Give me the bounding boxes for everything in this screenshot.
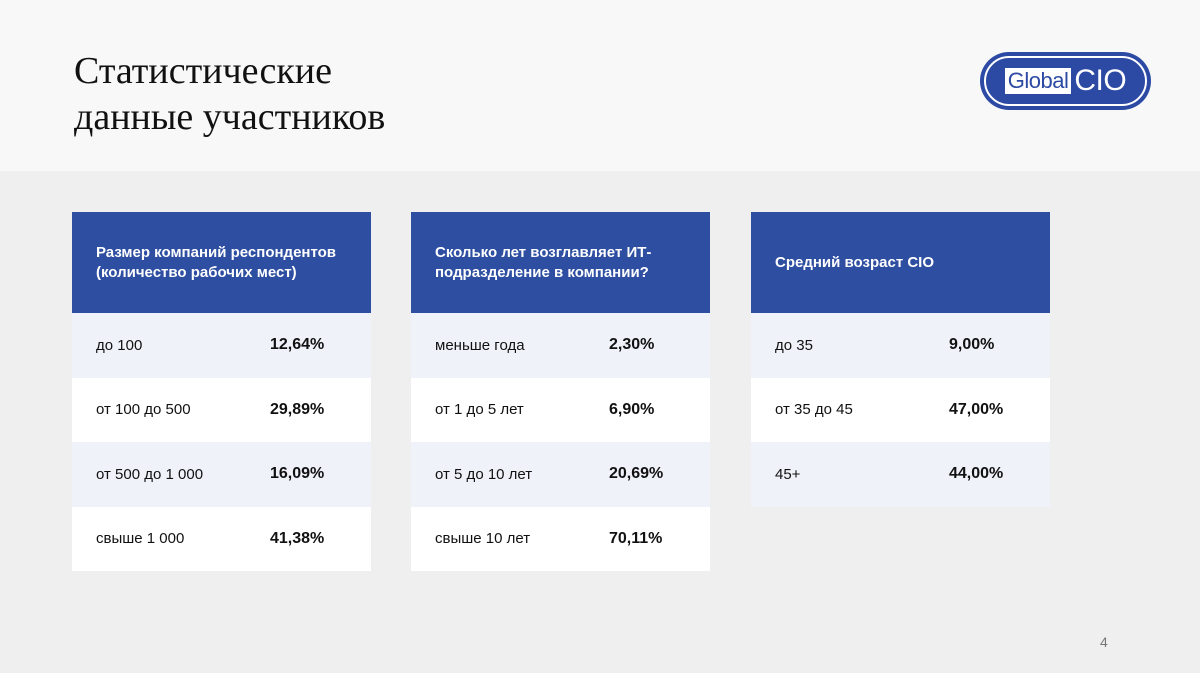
table-row: от 500 до 1 000 16,09% — [72, 442, 371, 507]
row-value: 20,69% — [609, 465, 664, 483]
logo-cio-text: CIO — [1074, 64, 1127, 97]
table-row: свыше 10 лет 70,11% — [411, 506, 710, 571]
table-row: до 35 9,00% — [751, 313, 1050, 378]
row-label: свыше 1 000 — [96, 530, 185, 548]
row-label: от 35 до 45 — [775, 401, 853, 419]
table-row: свыше 1 000 41,38% — [72, 506, 371, 571]
table-body: до 35 9,00% от 35 до 45 47,00% 45+ 44,00… — [751, 313, 1050, 507]
row-label: от 500 до 1 000 — [96, 465, 204, 483]
row-label: от 100 до 500 — [96, 401, 191, 419]
it-tenure-table: Сколько лет возглавляет ИТ-подразделение… — [411, 212, 710, 571]
table-row: от 100 до 500 29,89% — [72, 377, 371, 442]
row-value: 70,11% — [609, 529, 663, 547]
table-header: Средний возраст CIO — [751, 212, 1050, 313]
page-title: Статистические данные участников — [74, 50, 386, 138]
table-row: до 100 12,64% — [72, 313, 371, 378]
table-row: от 1 до 5 лет 6,90% — [411, 377, 710, 442]
logo-global-text: Global — [1004, 68, 1072, 94]
row-value: 12,64% — [270, 336, 325, 354]
globalcio-logo: Global CIO — [980, 52, 1151, 110]
row-label: до 100 — [96, 336, 143, 354]
row-label: 45+ — [775, 465, 801, 483]
row-value: 2,30% — [609, 336, 655, 354]
table-row: от 5 до 10 лет 20,69% — [411, 442, 710, 507]
table-row: меньше года 2,30% — [411, 313, 710, 378]
row-value: 47,00% — [949, 400, 1004, 418]
table-row: 45+ 44,00% — [751, 442, 1050, 507]
table-body: меньше года 2,30% от 1 до 5 лет 6,90% от… — [411, 313, 710, 571]
row-value: 44,00% — [949, 465, 1004, 483]
table-body: до 100 12,64% от 100 до 500 29,89% от 50… — [72, 313, 371, 571]
row-value: 16,09% — [270, 465, 325, 483]
cio-age-table: Средний возраст CIO до 35 9,00% от 35 до… — [751, 212, 1050, 507]
row-label: от 5 до 10 лет — [435, 465, 533, 483]
page-number: 4 — [1100, 634, 1108, 650]
row-value: 29,89% — [270, 400, 325, 418]
slide-header: Статистические данные участников Global … — [0, 0, 1200, 171]
table-header: Размер компаний респондентов (количество… — [72, 212, 371, 313]
row-label: от 1 до 5 лет — [435, 401, 524, 419]
table-row: от 35 до 45 47,00% — [751, 377, 1050, 442]
row-value: 9,00% — [949, 336, 995, 354]
row-label: до 35 — [775, 336, 813, 354]
company-size-table: Размер компаний респондентов (количество… — [72, 212, 371, 571]
table-header: Сколько лет возглавляет ИТ-подразделение… — [411, 212, 710, 313]
row-value: 41,38% — [270, 529, 325, 547]
logo-frame: Global CIO — [984, 56, 1147, 106]
row-label: свыше 10 лет — [435, 530, 531, 548]
row-label: меньше года — [435, 336, 525, 354]
row-value: 6,90% — [609, 400, 655, 418]
